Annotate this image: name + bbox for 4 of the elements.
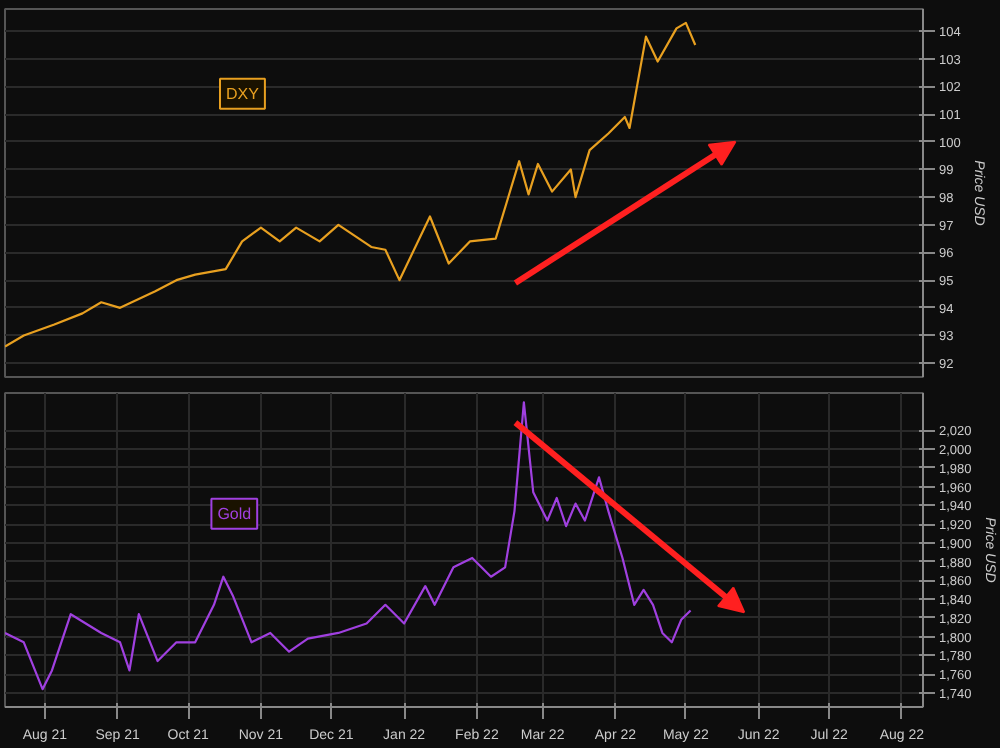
line-series [5, 21, 697, 348]
text: DXY [226, 84, 261, 103]
text: Gold [217, 504, 252, 523]
line-series [5, 401, 692, 691]
